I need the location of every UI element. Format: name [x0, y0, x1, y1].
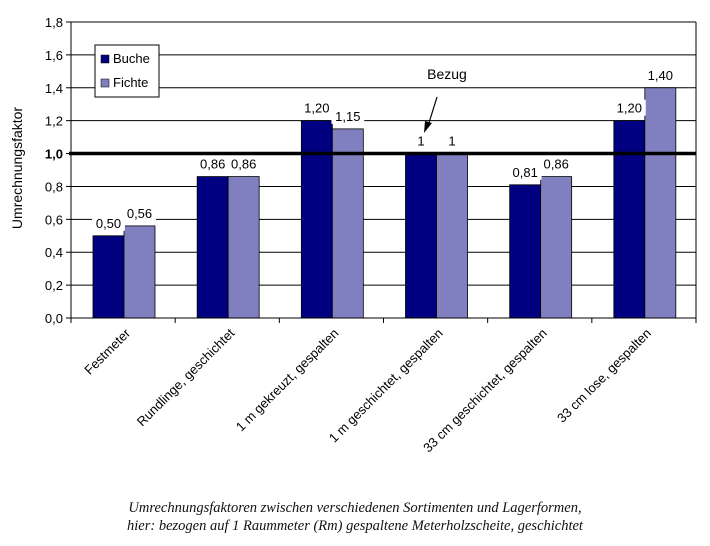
bar-buche — [300, 120, 333, 319]
data-label-bg — [508, 163, 542, 180]
annotation-text: Bezug — [427, 66, 467, 82]
bar-buche — [613, 120, 646, 319]
data-label: 1,20 — [617, 101, 642, 116]
figure-caption-line-1: Umrechnungsfaktoren zwischen verschieden… — [128, 500, 582, 516]
legend-swatch-fichte — [100, 78, 110, 88]
data-label: 0,86 — [200, 157, 225, 172]
bar-fichte — [540, 176, 573, 319]
y-tick-label: 0,2 — [45, 278, 63, 293]
data-label-bg — [300, 99, 334, 116]
data-label: 1 — [417, 134, 424, 149]
annotation-arrow-line — [427, 96, 438, 127]
data-label-bg — [643, 66, 677, 83]
bar-buche — [509, 184, 542, 319]
data-label-bg — [227, 155, 261, 172]
data-label-bg — [446, 132, 458, 149]
data-label: 0,81 — [513, 165, 538, 180]
figure-caption-line-2: hier: bezogen auf 1 Raummeter (Rm) gespa… — [127, 518, 583, 534]
x-tick-label: Festmeter — [81, 325, 133, 377]
data-labels: 0,50 0,86 1,20 1 0,81 1,20 0,56 0,86 1,15 1 0,86 1,… — [92, 66, 677, 231]
bar-chart: 0,0 0,2 0,4 0,6 0,8 1,0 1,2 1,4 1,6 1,8 Festmeter… — [9, 15, 697, 455]
legend: Buche Fichte — [94, 44, 160, 98]
data-label: 0,56 — [127, 206, 152, 221]
data-label-bg — [331, 107, 365, 124]
legend-box — [94, 44, 160, 98]
legend-swatch-buche — [100, 54, 110, 64]
data-label: 1,15 — [335, 109, 360, 124]
data-label: 1,20 — [304, 101, 329, 116]
data-label: 0,86 — [231, 157, 256, 172]
legend-label-buche: Buche — [113, 51, 150, 66]
bars — [92, 87, 677, 319]
bar-fichte — [644, 87, 677, 319]
data-label: 1 — [448, 134, 455, 149]
data-label: 0,86 — [544, 157, 569, 172]
annotation-bezug: Bezug — [413, 62, 479, 133]
data-label-bg — [415, 132, 427, 149]
data-label: 0,50 — [96, 216, 121, 231]
y-tick-label: 1,6 — [45, 48, 63, 63]
data-label: 1,40 — [648, 68, 673, 83]
bar-fichte — [331, 128, 364, 319]
y-tick-label: 1,2 — [45, 114, 63, 129]
data-label-bg — [196, 155, 230, 172]
legend-label-fichte: Fichte — [113, 75, 148, 90]
gridlines — [71, 21, 697, 318]
bar-buche — [92, 235, 125, 319]
y-tick-label: 1,8 — [45, 15, 63, 30]
y-tick-label: 0,4 — [45, 245, 63, 260]
y-tick-label: 1,0 — [45, 147, 63, 162]
bar-fichte — [123, 225, 156, 319]
data-label-bg — [123, 204, 156, 221]
y-tick-labels: 0,0 0,2 0,4 0,6 0,8 1,0 1,2 1,4 1,6 1,8 — [45, 15, 63, 326]
x-tick-label: 33 cm lose, gespalten — [554, 326, 654, 426]
x-tick-label: Rundlinge, geschichtet — [134, 325, 238, 429]
data-label-bg — [539, 155, 573, 172]
y-tick-label: 0,6 — [45, 212, 63, 227]
data-label-bg — [92, 214, 125, 231]
bar-fichte — [436, 153, 468, 319]
x-tick-label: 1 m gekreuzt, gespalten — [233, 326, 342, 435]
bar-fichte — [227, 176, 260, 319]
y-tick-label: 0,0 — [45, 311, 63, 326]
axes — [66, 21, 697, 323]
bar-buche — [405, 153, 437, 319]
bar-buche — [196, 176, 229, 319]
annotation-bg — [413, 62, 479, 86]
y-tick-label: 1,4 — [45, 81, 63, 96]
data-label-bg — [612, 99, 646, 116]
y-axis-label: Umrechnungsfaktor — [9, 107, 25, 230]
x-tick-label: 33 cm geschichtet, gespalten — [420, 326, 550, 456]
annotation-arrowhead — [424, 121, 432, 133]
x-tick-label: 1 m geschichtet, gespalten — [326, 326, 446, 446]
y-tick-label: 0,8 — [45, 179, 63, 194]
